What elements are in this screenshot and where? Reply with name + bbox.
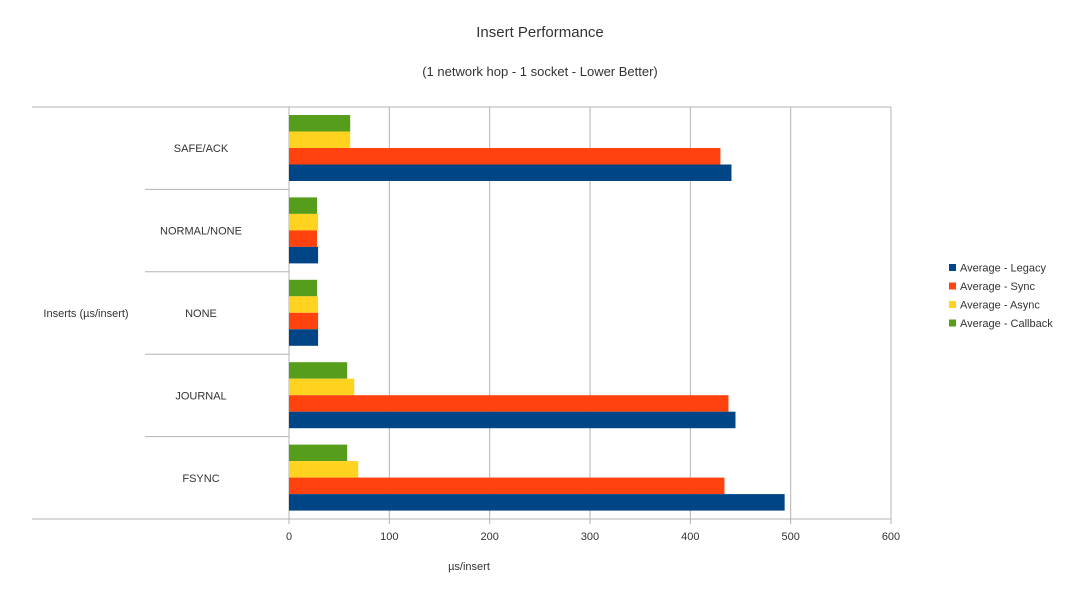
bar [289,461,359,478]
bar [289,395,729,412]
legend-swatch [949,282,956,290]
category-label: JOURNAL [175,390,226,402]
x-tick-label: 0 [286,531,292,543]
bar [289,148,721,165]
legend: Average - Legacy Average - Sync Average - … [949,263,1053,330]
bar [289,279,318,297]
category-label: SAFE/ACK [174,143,229,155]
x-tick-label: 500 [781,531,799,543]
chart-title: Insert Performance [476,24,604,41]
legend-swatch [949,301,956,308]
bar [289,477,725,495]
bar [289,329,319,346]
bar [289,312,319,330]
legend-label: Average - Legacy [960,263,1047,275]
x-tick-label: 100 [380,531,398,543]
legend-label: Average - Sync [960,281,1036,293]
category-label: NORMAL/NONE [160,226,242,238]
bar [289,411,736,429]
bar [289,115,351,132]
x-tick-label: 300 [581,531,599,543]
bar [289,164,732,181]
y-axis-label: Inserts (µs/insert) [43,308,128,320]
category-label: NONE [185,308,217,320]
bar [289,197,318,214]
bar [289,494,785,511]
bar [289,362,348,379]
legend-label: Average - Callback [960,318,1053,330]
bar [289,230,318,247]
legend-swatch [949,319,956,327]
legend-swatch [949,264,956,271]
bar [289,296,319,313]
x-tick-label: 200 [480,531,498,543]
legend-label: Average - Async [960,300,1040,312]
x-axis-label: µs/insert [448,561,490,573]
category-label: FSYNC [182,473,219,485]
bar [289,131,351,148]
chart-subtitle: (1 network hop - 1 socket - Lower Better… [422,64,658,79]
bar [289,213,319,231]
x-tick-label: 600 [882,531,900,543]
plot-area: 0 100 200 300 400 500 600 SAFE/ACK NORMAL/NONE NO… [32,106,900,543]
bar [289,444,348,462]
x-tick-label: 400 [681,531,699,543]
bar [289,246,319,264]
bar [289,378,355,396]
